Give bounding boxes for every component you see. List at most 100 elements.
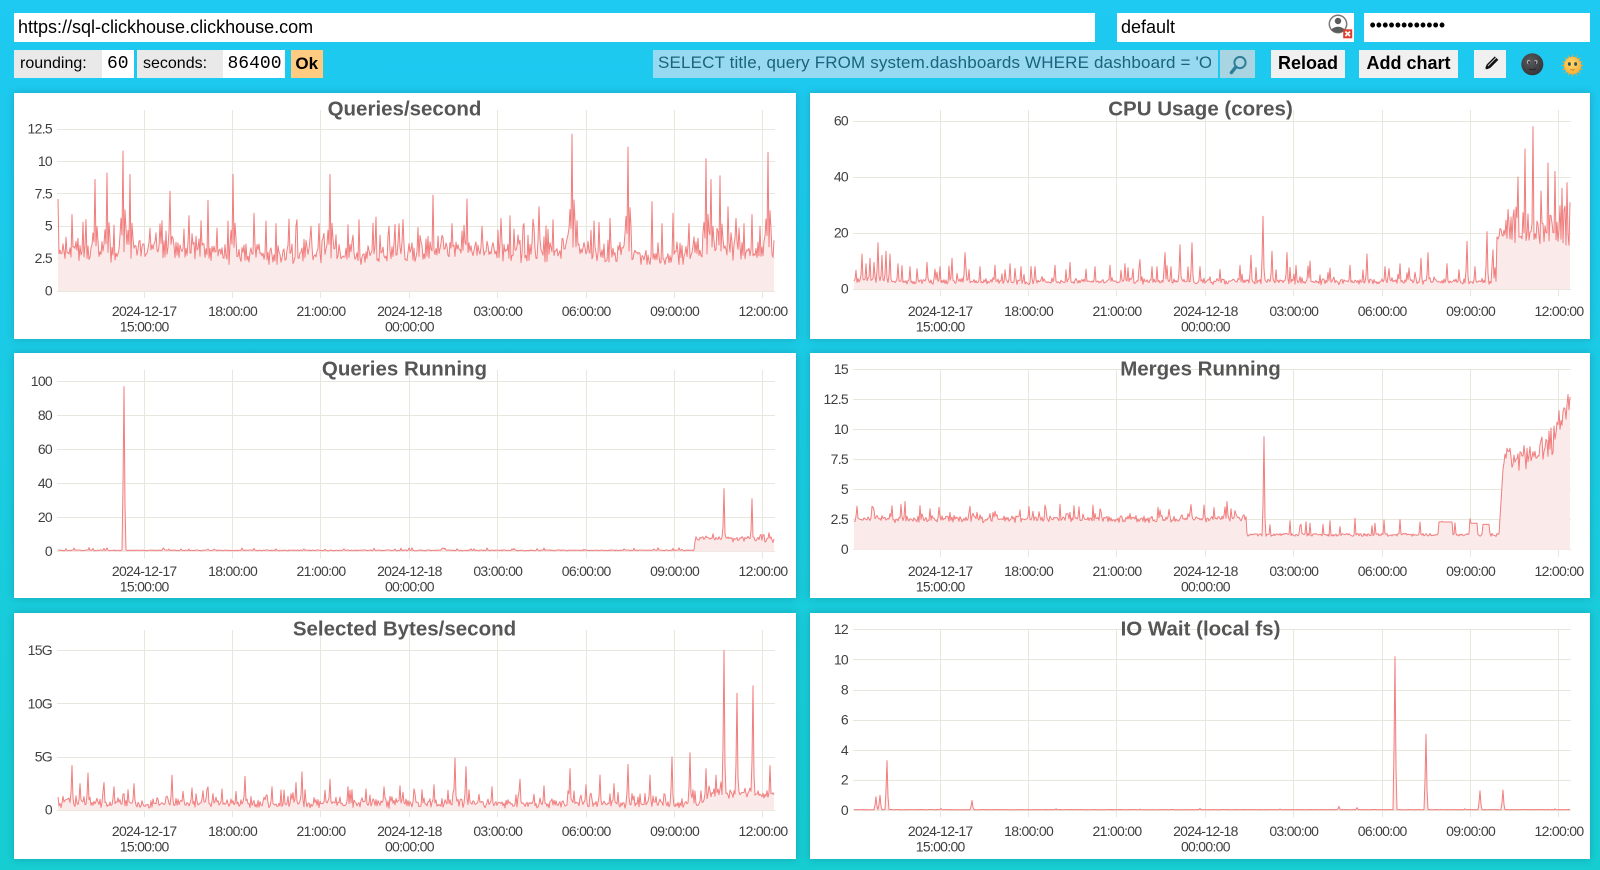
svg-text:80: 80: [38, 407, 53, 423]
svg-text:21:00:00: 21:00:00: [297, 823, 347, 839]
svg-text:0: 0: [45, 283, 53, 299]
svg-text:10G: 10G: [28, 696, 52, 712]
svg-text:15:00:00: 15:00:00: [120, 579, 170, 595]
svg-text:03:00:00: 03:00:00: [473, 563, 523, 579]
svg-text:0: 0: [45, 543, 53, 559]
svg-text:IO Wait (local fs): IO Wait (local fs): [1121, 618, 1281, 641]
svg-text:00:00:00: 00:00:00: [385, 839, 435, 855]
svg-text:5: 5: [45, 218, 53, 234]
svg-text:21:00:00: 21:00:00: [1093, 563, 1143, 579]
svg-text:12:00:00: 12:00:00: [739, 823, 789, 839]
svg-text:00:00:00: 00:00:00: [385, 579, 435, 595]
svg-text:Queries Running: Queries Running: [322, 358, 487, 381]
svg-text:4: 4: [841, 742, 849, 758]
svg-text:06:00:00: 06:00:00: [562, 303, 612, 319]
svg-text:21:00:00: 21:00:00: [297, 563, 347, 579]
svg-text:09:00:00: 09:00:00: [650, 823, 700, 839]
svg-text:2024-12-17: 2024-12-17: [112, 303, 178, 319]
svg-text:03:00:00: 03:00:00: [473, 303, 523, 319]
svg-text:09:00:00: 09:00:00: [1446, 303, 1496, 319]
svg-text:21:00:00: 21:00:00: [1093, 303, 1143, 319]
svg-text:15:00:00: 15:00:00: [916, 839, 966, 855]
svg-text:2024-12-18: 2024-12-18: [1173, 823, 1239, 839]
svg-text:03:00:00: 03:00:00: [473, 823, 523, 839]
svg-text:2.5: 2.5: [35, 250, 53, 266]
svg-text:0: 0: [45, 802, 53, 818]
svg-text:15:00:00: 15:00:00: [916, 579, 966, 595]
svg-text:Selected Bytes/second: Selected Bytes/second: [293, 618, 516, 641]
svg-text:7.5: 7.5: [831, 451, 849, 467]
svg-text:2024-12-18: 2024-12-18: [377, 303, 443, 319]
svg-text:40: 40: [38, 475, 53, 491]
svg-text:0: 0: [841, 541, 849, 557]
svg-text:00:00:00: 00:00:00: [385, 319, 435, 335]
svg-text:2024-12-17: 2024-12-17: [908, 303, 974, 319]
svg-text:09:00:00: 09:00:00: [650, 303, 700, 319]
svg-text:12.5: 12.5: [824, 391, 849, 407]
svg-text:03:00:00: 03:00:00: [1269, 303, 1319, 319]
svg-text:2.5: 2.5: [831, 511, 849, 527]
svg-text:18:00:00: 18:00:00: [1004, 563, 1054, 579]
svg-text:18:00:00: 18:00:00: [1004, 823, 1054, 839]
svg-text:10: 10: [834, 421, 849, 437]
svg-text:00:00:00: 00:00:00: [1181, 839, 1231, 855]
svg-text:00:00:00: 00:00:00: [1181, 579, 1231, 595]
svg-text:2024-12-18: 2024-12-18: [377, 563, 443, 579]
svg-text:09:00:00: 09:00:00: [1446, 823, 1496, 839]
svg-text:CPU Usage (cores): CPU Usage (cores): [1108, 98, 1293, 121]
svg-text:18:00:00: 18:00:00: [1004, 303, 1054, 319]
svg-text:5: 5: [841, 481, 849, 497]
svg-text:Queries/second: Queries/second: [328, 98, 482, 121]
svg-text:06:00:00: 06:00:00: [1358, 563, 1408, 579]
svg-text:8: 8: [841, 682, 849, 698]
svg-text:10: 10: [38, 153, 53, 169]
svg-text:2: 2: [841, 772, 849, 788]
svg-text:15: 15: [834, 361, 849, 377]
svg-text:2024-12-18: 2024-12-18: [1173, 303, 1239, 319]
svg-text:2024-12-17: 2024-12-17: [908, 563, 974, 579]
svg-text:10: 10: [834, 652, 849, 668]
svg-text:Merges Running: Merges Running: [1120, 358, 1281, 381]
svg-text:18:00:00: 18:00:00: [208, 303, 258, 319]
svg-text:20: 20: [38, 509, 53, 525]
svg-text:06:00:00: 06:00:00: [562, 823, 612, 839]
svg-text:2024-12-18: 2024-12-18: [1173, 563, 1239, 579]
svg-text:06:00:00: 06:00:00: [562, 563, 612, 579]
svg-text:2024-12-17: 2024-12-17: [112, 823, 178, 839]
svg-text:18:00:00: 18:00:00: [208, 563, 258, 579]
svg-text:15:00:00: 15:00:00: [120, 319, 170, 335]
svg-text:12:00:00: 12:00:00: [1535, 303, 1585, 319]
svg-text:06:00:00: 06:00:00: [1358, 823, 1408, 839]
svg-text:18:00:00: 18:00:00: [208, 823, 258, 839]
svg-text:09:00:00: 09:00:00: [1446, 563, 1496, 579]
svg-text:21:00:00: 21:00:00: [1093, 823, 1143, 839]
svg-text:12:00:00: 12:00:00: [1535, 823, 1585, 839]
svg-text:0: 0: [841, 281, 849, 297]
svg-text:15G: 15G: [28, 642, 52, 658]
svg-text:12:00:00: 12:00:00: [739, 563, 789, 579]
svg-text:12: 12: [834, 621, 849, 637]
svg-text:15:00:00: 15:00:00: [916, 319, 966, 335]
svg-text:03:00:00: 03:00:00: [1269, 823, 1319, 839]
svg-text:12:00:00: 12:00:00: [739, 303, 789, 319]
svg-text:21:00:00: 21:00:00: [297, 303, 347, 319]
svg-text:2024-12-17: 2024-12-17: [112, 563, 178, 579]
svg-text:100: 100: [31, 373, 53, 389]
svg-text:2024-12-18: 2024-12-18: [377, 823, 443, 839]
svg-text:00:00:00: 00:00:00: [1181, 319, 1231, 335]
svg-text:60: 60: [834, 113, 849, 129]
svg-text:0: 0: [841, 802, 849, 818]
svg-text:09:00:00: 09:00:00: [650, 563, 700, 579]
svg-text:12:00:00: 12:00:00: [1535, 563, 1585, 579]
svg-text:40: 40: [834, 169, 849, 185]
svg-text:06:00:00: 06:00:00: [1358, 303, 1408, 319]
svg-text:20: 20: [834, 225, 849, 241]
svg-text:03:00:00: 03:00:00: [1269, 563, 1319, 579]
svg-text:7.5: 7.5: [35, 185, 53, 201]
svg-text:5G: 5G: [35, 749, 52, 765]
svg-text:60: 60: [38, 441, 53, 457]
svg-text:2024-12-17: 2024-12-17: [908, 823, 974, 839]
svg-text:12.5: 12.5: [28, 121, 53, 137]
svg-text:6: 6: [841, 712, 849, 728]
svg-text:15:00:00: 15:00:00: [120, 839, 170, 855]
